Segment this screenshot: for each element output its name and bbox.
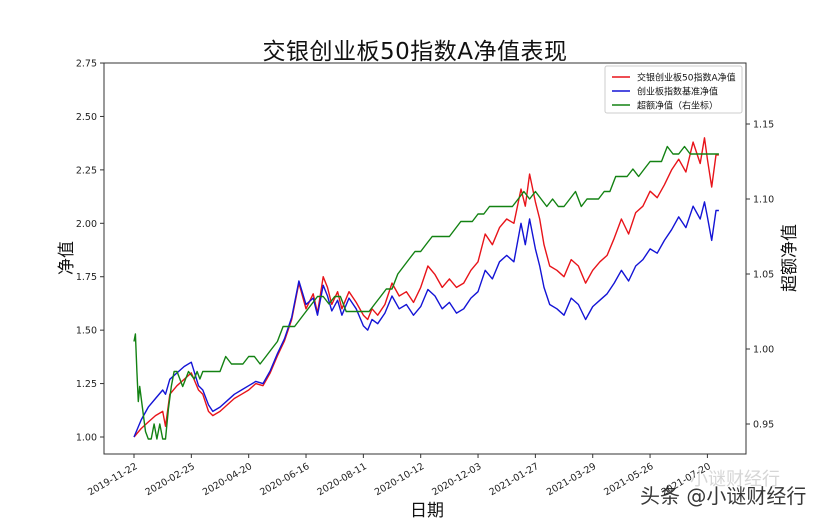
x-tick-label: 2021-01-27 [488, 461, 541, 498]
right-tick-label: 1.15 [753, 120, 774, 131]
series-layer [133, 137, 719, 440]
left-y-axis: 1.00 1.25 1.50 1.75 2.00 2.25 2.50 2.75 [76, 59, 104, 444]
left-tick-label: 1.75 [76, 272, 97, 283]
watermark-ghost: 小谜财经行 [690, 469, 780, 490]
x-tick-label: 2020-02-25 [144, 461, 197, 498]
x-tick-label: 2020-12-03 [430, 461, 483, 498]
y-axis-label-right: 超额净值 [780, 224, 800, 292]
x-tick-label: 2021-03-29 [545, 461, 598, 498]
legend-label: 创业板指数基准净值 [637, 86, 718, 98]
x-tick-label: 2020-06-16 [258, 461, 311, 498]
left-tick-label: 2.00 [76, 219, 97, 230]
left-tick-label: 2.50 [76, 112, 97, 123]
legend-label: 超额净值（右坐标） [637, 100, 718, 112]
series-line-2 [133, 145, 719, 440]
x-tick-label: 2020-10-12 [373, 461, 426, 498]
legend-label: 交银创业板50指数A净值 [637, 72, 736, 84]
right-tick-label: 0.95 [753, 420, 774, 431]
left-tick-label: 2.25 [76, 165, 97, 176]
x-tick-label: 2019-11-22 [86, 461, 139, 498]
left-tick-label: 1.50 [76, 326, 97, 337]
right-tick-label: 1.05 [753, 270, 774, 281]
left-tick-label: 1.00 [76, 433, 97, 444]
right-tick-label: 1.10 [753, 195, 774, 206]
chart-title: 交银创业板50指数A净值表现 [262, 39, 568, 65]
series-line-0 [133, 137, 719, 438]
right-tick-label: 1.00 [753, 345, 774, 356]
legend-box [604, 65, 743, 114]
x-axis: 2019-11-22 2020-02-25 2020-04-20 2020-06-16… [86, 454, 713, 498]
series-line-1 [133, 201, 719, 438]
axes-frame [103, 62, 747, 455]
watermark: 头条 @小谜财经行 [640, 484, 807, 508]
x-tick-label: 2020-04-20 [201, 461, 254, 498]
left-tick-label: 1.25 [76, 379, 97, 390]
right-y-axis: 0.95 1.00 1.05 1.10 1.15 [746, 120, 774, 431]
x-tick-label: 2020-08-11 [316, 461, 369, 498]
left-tick-label: 2.75 [76, 59, 97, 70]
x-axis-label: 日期 [410, 501, 444, 520]
y-axis-label-left: 净值 [57, 241, 77, 275]
